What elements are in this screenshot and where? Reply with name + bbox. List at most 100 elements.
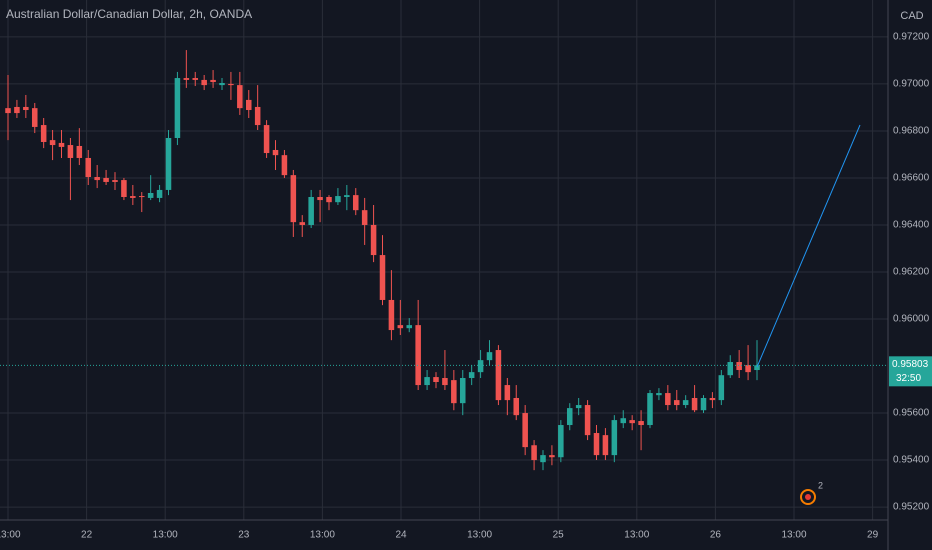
- candle-body: [103, 177, 109, 182]
- y-tick-label: 0.97200: [893, 32, 930, 43]
- candle-body: [40, 125, 47, 142]
- candle-body: [513, 397, 520, 416]
- candle-body: [290, 175, 297, 223]
- x-tick-label: 23: [238, 530, 250, 541]
- candle-body: [361, 210, 368, 225]
- candle-body: [192, 78, 199, 80]
- currency-label: CAD: [900, 10, 923, 22]
- x-tick-label: 13:00: [624, 530, 649, 541]
- candle-body: [281, 155, 288, 176]
- candle-body: [112, 180, 118, 182]
- x-tick-label: 13:00: [0, 530, 21, 541]
- x-tick-label: 13:00: [153, 530, 178, 541]
- candle-body: [121, 180, 127, 197]
- candle-body: [138, 196, 145, 198]
- candle-body: [584, 405, 591, 436]
- x-tick-label: 24: [395, 530, 407, 541]
- x-tick-label: 29: [867, 530, 879, 541]
- candles: [5, 50, 760, 471]
- candle-body: [210, 79, 216, 83]
- y-tick-label: 0.95400: [893, 455, 930, 466]
- candle-body: [94, 177, 100, 181]
- candle-body: [415, 325, 421, 386]
- candle-body: [700, 397, 707, 411]
- candle-body: [754, 365, 760, 371]
- candle-body: [638, 421, 644, 426]
- candle-body: [593, 433, 600, 456]
- candle-body: [709, 397, 716, 401]
- x-tick-label: 25: [553, 530, 565, 541]
- candle-body: [566, 408, 573, 426]
- candle-body: [31, 108, 38, 127]
- candle-body: [174, 78, 181, 138]
- candle-body: [201, 79, 207, 86]
- candle-body: [228, 83, 234, 86]
- candle-body: [522, 413, 528, 448]
- candle-body: [370, 224, 377, 256]
- price-label: 0.95803: [892, 359, 929, 370]
- candle-body: [130, 196, 136, 198]
- candle-body: [388, 299, 395, 331]
- x-tick-label: 13:00: [467, 530, 492, 541]
- candle-body: [549, 455, 555, 458]
- candle-body: [531, 445, 537, 461]
- candle-body: [397, 325, 404, 329]
- candle-body: [76, 145, 83, 158]
- candle-body: [459, 378, 466, 404]
- candle-body: [558, 425, 564, 458]
- axes: 0.95200 0.95400 0.95600 0.96000 0.96200 0.964…: [0, 32, 932, 541]
- candle-body: [85, 157, 92, 178]
- y-tick-label: 0.96600: [893, 173, 930, 184]
- candle-body: [344, 195, 350, 197]
- candle-body: [575, 405, 582, 409]
- candle-body: [352, 195, 359, 211]
- candle-body: [682, 400, 689, 406]
- candle-body: [629, 420, 635, 424]
- candle-body: [14, 106, 20, 114]
- candle-body: [299, 222, 306, 225]
- event-badge: 2: [818, 480, 823, 490]
- candle-body: [147, 193, 154, 198]
- candle-body: [477, 360, 484, 373]
- trend-line: [756, 124, 861, 368]
- candle-body: [67, 145, 74, 158]
- y-tick-label: 0.96000: [893, 314, 930, 325]
- countdown: 32:50: [896, 373, 921, 384]
- candle-body: [611, 420, 618, 456]
- candle-body: [58, 142, 65, 147]
- y-tick-label: 0.95600: [893, 408, 930, 419]
- price-label-box: [889, 356, 932, 387]
- candle-body: [745, 365, 751, 373]
- candle-body: [647, 393, 653, 426]
- chart-title: Australian Dollar/Canadian Dollar, 2h, O…: [6, 7, 252, 21]
- candle-body: [718, 375, 725, 401]
- candle-body: [254, 106, 261, 126]
- candle-body: [424, 377, 430, 386]
- candle-body: [495, 350, 502, 401]
- candle-body: [540, 455, 546, 463]
- candle-body: [156, 189, 163, 198]
- y-tick-label: 0.95200: [893, 502, 930, 513]
- event-icon-dot: [805, 494, 811, 500]
- candle-body: [504, 385, 511, 401]
- candle-body: [691, 397, 698, 411]
- x-tick-label: 26: [710, 530, 722, 541]
- candle-body: [486, 352, 493, 361]
- candle-body: [468, 372, 475, 379]
- x-tick-label: 13:00: [781, 530, 806, 541]
- candle-body: [451, 380, 457, 404]
- candle-body: [673, 400, 680, 406]
- candle-body: [245, 99, 252, 111]
- y-tick-label: 0.96200: [893, 267, 930, 278]
- candle-body: [317, 196, 323, 201]
- candle-body: [406, 325, 413, 329]
- candle-body: [49, 140, 56, 146]
- y-tick-label: 0.96400: [893, 220, 930, 231]
- candle-body: [442, 378, 448, 386]
- candle-body: [620, 418, 627, 424]
- x-tick-label: 13:00: [310, 530, 335, 541]
- candle-body: [433, 377, 439, 383]
- candle-body: [308, 196, 314, 225]
